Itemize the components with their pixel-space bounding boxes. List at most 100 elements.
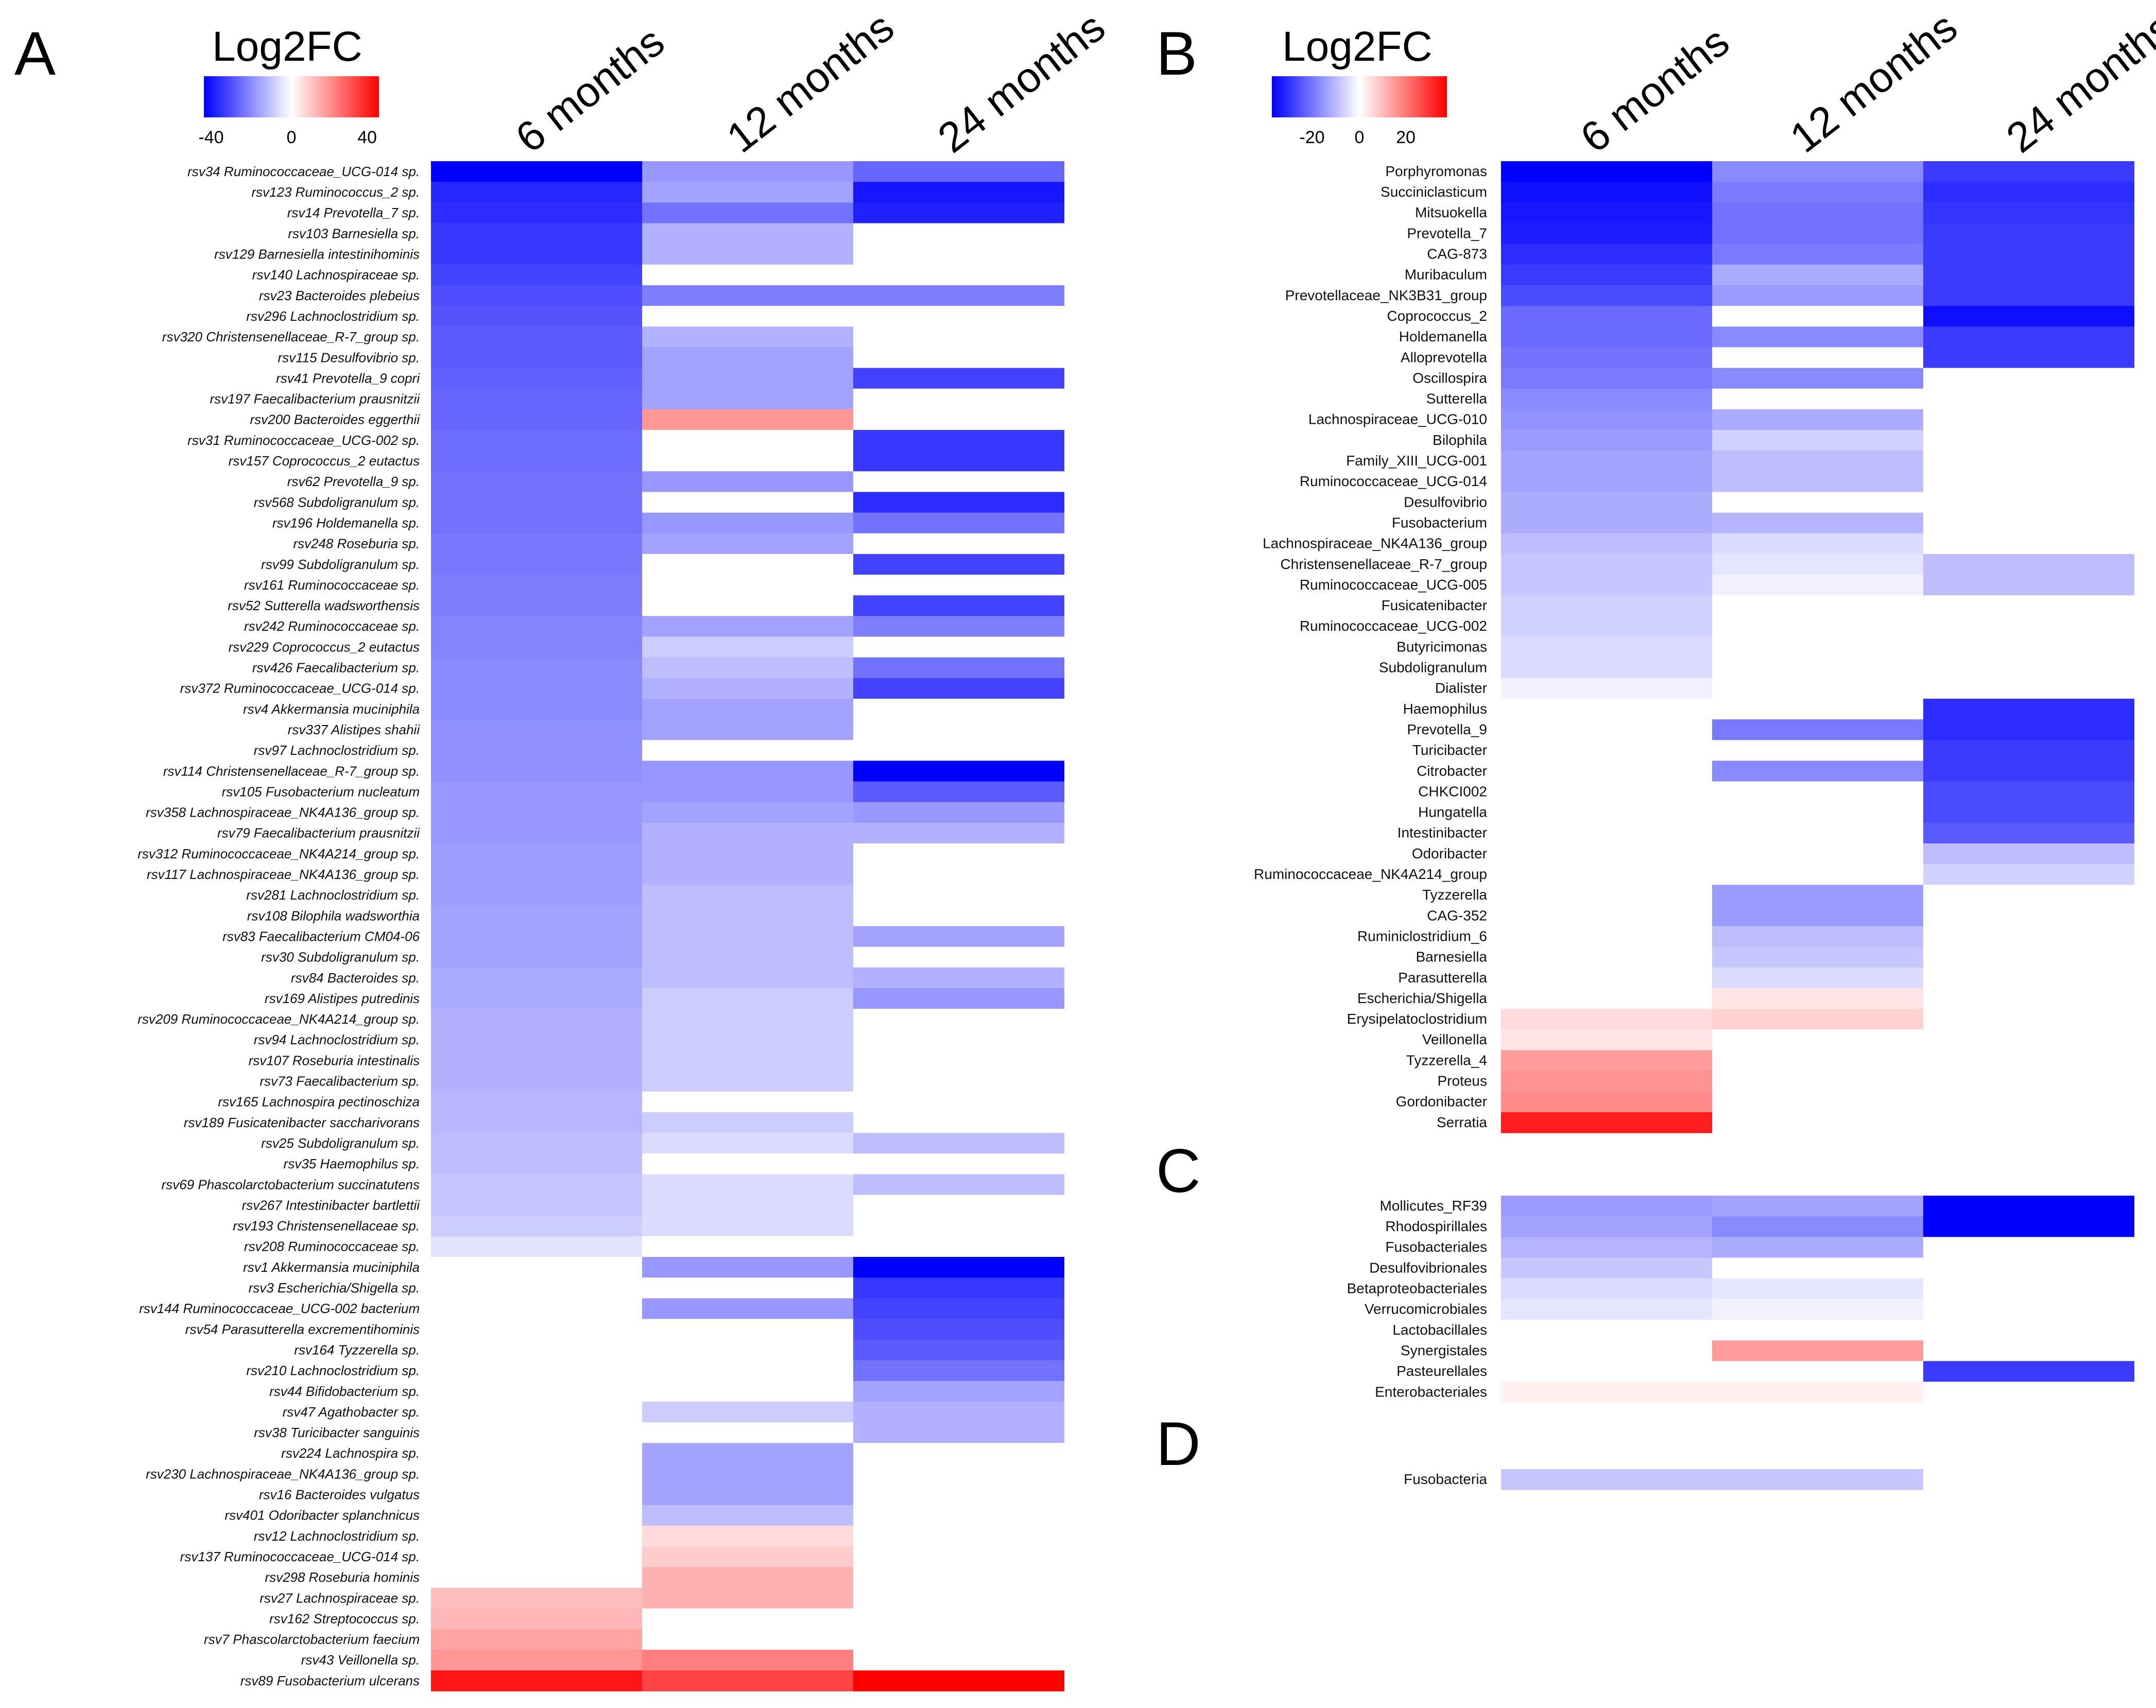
heatmap-b-cell (1923, 657, 2134, 679)
heatmap-b-cell (1501, 1009, 1712, 1030)
heatmap-a-cell (431, 471, 642, 492)
heatmap-a-cell (431, 1174, 642, 1196)
heatmap-a-cell (642, 1071, 853, 1092)
col-label-a-24-months: 24 months (929, 4, 1114, 162)
heatmap-a-cell (431, 1256, 642, 1278)
heatmap-a-cell (853, 946, 1064, 968)
heatmap-b-cell (1923, 1050, 2134, 1072)
legend-a-tick-min: -40 (198, 128, 223, 147)
heatmap-b-cell (1501, 719, 1712, 740)
heatmap-a-row-label: rsv41 Prevotella_9 copri (276, 370, 420, 386)
heatmap-b-cell (1501, 905, 1712, 927)
heatmap-a-row-label: rsv296 Lachnoclostridium sp. (246, 308, 420, 324)
heatmap-b-row-label: Hungatella (1418, 804, 1487, 820)
heatmap-b-row-label: Tyzzerella_4 (1406, 1052, 1487, 1068)
heatmap-a-row-label: rsv337 Alistipes shahii (288, 722, 420, 737)
heatmap-a-cell (642, 802, 853, 823)
heatmap-b-row-label: Ruminococcaceae_UCG-005 (1300, 577, 1487, 593)
heatmap-a-row-label: rsv35 Haemophilus sp. (284, 1156, 420, 1171)
heatmap-a-cell (431, 1505, 642, 1526)
heatmap-c-row-label: Verrucomicrobiales (1365, 1301, 1487, 1317)
heatmap-a-cell (642, 1278, 853, 1299)
heatmap-b-row-label: Christensenellaceae_R-7_group (1280, 556, 1487, 572)
heatmap-b-row-label: Alloprevotella (1401, 349, 1488, 365)
heatmap-a-cell (642, 202, 853, 224)
legend-b-tick-neg: -20 (1299, 128, 1324, 147)
heatmap-a-cell (431, 1029, 642, 1051)
heatmap-b-row-label: Gordonibacter (1396, 1094, 1487, 1110)
heatmap-a-row-label: rsv140 Lachnospiraceae sp. (252, 267, 420, 283)
heatmap-b-cell (1712, 244, 1923, 265)
heatmap-a-cell (853, 1050, 1064, 1072)
heatmap-a-cell (853, 1381, 1064, 1402)
heatmap-a-row-label: rsv69 Phascolarctobacterium succinatuten… (162, 1177, 420, 1192)
heatmap-a-cell (853, 1443, 1064, 1464)
legend-b-colorbar (1272, 76, 1447, 117)
heatmap-c-cell (1501, 1382, 1712, 1403)
heatmap-a-cell (853, 1608, 1064, 1630)
heatmap-a-row-label: rsv47 Agathobacter sp. (283, 1404, 420, 1420)
heatmap-a-cell (431, 1215, 642, 1237)
heatmap-c-cell (1501, 1257, 1712, 1279)
col-label-b-12-months: 12 months (1782, 4, 1966, 162)
heatmap-a-cell (853, 657, 1064, 679)
heatmap-a-row-label: rsv94 Lachnoclostridium sp. (254, 1032, 420, 1047)
heatmap-a-row-label: rsv103 Barnesiella sp. (288, 226, 420, 241)
heatmap-a-cell (853, 864, 1064, 885)
heatmap-a-cell (431, 1339, 642, 1361)
heatmap-b-cell (1923, 161, 2134, 182)
heatmap-a-cell (853, 1422, 1064, 1443)
heatmap-a-cell (642, 409, 853, 430)
heatmap-a-row-label: rsv230 Lachnospiraceae_NK4A136_group sp. (146, 1466, 420, 1481)
heatmap-b-cell (1923, 429, 2134, 451)
heatmap-b-cell (1923, 471, 2134, 492)
heatmap-a-cell (642, 1463, 853, 1485)
heatmap-a-cell (642, 1608, 853, 1630)
heatmap-b-cell (1501, 616, 1712, 637)
heatmap-a-row-label: rsv12 Lachnoclostridium sp. (254, 1528, 420, 1544)
heatmap-b-cell (1501, 429, 1712, 451)
heatmap-b-row-label: Sutterella (1426, 391, 1488, 407)
heatmap-a-cell (431, 885, 642, 906)
heatmap-a-cell (642, 492, 853, 513)
heatmap-a-cell (853, 347, 1064, 369)
heatmap-a-cell (642, 1422, 853, 1443)
heatmap-a-row-label: rsv4 Akkermansia muciniphila (243, 701, 420, 717)
heatmap-b-cell (1712, 967, 1923, 989)
heatmap-a-cell (853, 429, 1064, 451)
heatmap-a-cell (431, 1195, 642, 1216)
heatmap-b-cell (1712, 285, 1923, 306)
heatmap-b-cell (1923, 554, 2134, 575)
heatmap-a-cell (853, 1298, 1064, 1319)
heatmap-c-row-label: Desulfovibrionales (1369, 1260, 1487, 1275)
heatmap-a-cell (853, 1195, 1064, 1216)
heatmap-a-cell (642, 719, 853, 740)
heatmap-a-cell (853, 1484, 1064, 1506)
heatmap-b-row-label: Porphyromonas (1385, 163, 1487, 179)
heatmap-a-cell (431, 946, 642, 968)
heatmap-a-row-label: rsv267 Intestinibacter bartlettii (242, 1197, 421, 1213)
panel-letter-a: A (14, 19, 56, 88)
heatmap-a-cell (431, 678, 642, 699)
heatmap-a-row-label: rsv568 Subdoligranulum sp. (254, 494, 420, 510)
heatmap-b-cell (1923, 843, 2134, 865)
heatmap-b-row-label: Veillonella (1422, 1031, 1488, 1047)
heatmap-b-cell (1501, 533, 1712, 555)
heatmap-c-cell (1923, 1257, 2134, 1279)
heatmap-b-cell (1712, 678, 1923, 699)
heatmap-a-cell (853, 161, 1064, 182)
heatmap-a-row-label: rsv117 Lachnospiraceae_NK4A136_group sp. (147, 867, 420, 882)
heatmap-b-cell (1923, 368, 2134, 389)
heatmap-b-cell (1923, 1112, 2134, 1133)
heatmap-b-cell (1501, 161, 1712, 182)
heatmap-c-row-label: Synergistales (1401, 1342, 1487, 1358)
heatmap-a-cell (853, 326, 1064, 348)
heatmap-c-row-label: Rhodospirillales (1385, 1218, 1487, 1234)
heatmap-a-cell (853, 1339, 1064, 1361)
heatmap-a-cell (853, 1670, 1064, 1692)
heatmap-b-cell (1923, 781, 2134, 803)
heatmap-a-cell (431, 409, 642, 430)
heatmap-a-cell (853, 843, 1064, 865)
heatmap-a-cell (853, 616, 1064, 637)
heatmap-b-cell (1501, 368, 1712, 389)
